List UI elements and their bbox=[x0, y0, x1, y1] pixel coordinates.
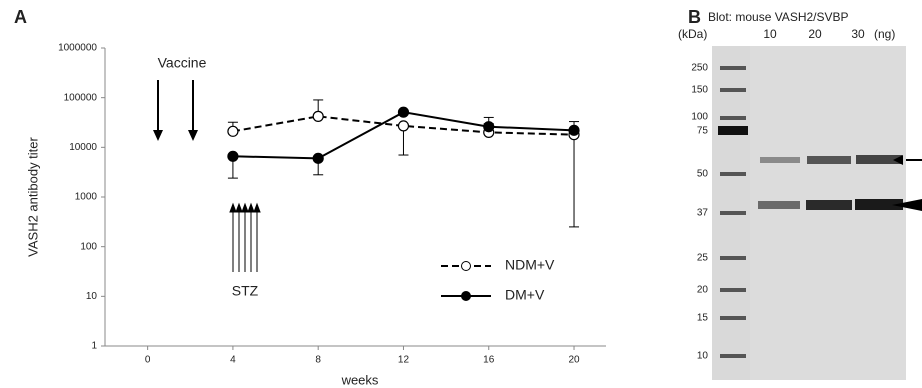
x-tick-label: 12 bbox=[398, 355, 410, 366]
x-tick-label: 8 bbox=[315, 355, 321, 366]
marker-label: 50 bbox=[697, 169, 709, 180]
figure: A B VASH2 antibody titer weeks Vaccine S… bbox=[0, 0, 922, 388]
point bbox=[569, 125, 579, 135]
point bbox=[228, 151, 238, 161]
annotation: Vaccine bbox=[158, 55, 207, 71]
annotation: STZ bbox=[232, 283, 259, 299]
marker-label: 250 bbox=[691, 63, 708, 74]
x-tick-label: 0 bbox=[145, 355, 151, 366]
page: A B VASH2 antibody titer weeks Vaccine S… bbox=[0, 0, 922, 388]
legend-label: DM+V bbox=[505, 287, 545, 303]
marker-label: 15 bbox=[697, 313, 709, 324]
marker-label: 37 bbox=[697, 208, 709, 219]
legend-marker bbox=[462, 262, 471, 271]
vaccine-arrows bbox=[153, 80, 198, 141]
legend-marker bbox=[462, 292, 471, 301]
marker-label: 100 bbox=[691, 112, 708, 123]
x-tick-label: 4 bbox=[230, 355, 236, 366]
x-tick-label: 16 bbox=[483, 355, 495, 366]
blot-title: Blot: mouse VASH2/SVBP bbox=[708, 10, 849, 24]
panel-label: A bbox=[14, 7, 27, 27]
marker-label: 75 bbox=[697, 126, 709, 137]
y-tick-label: 1 bbox=[91, 341, 97, 352]
marker-label: 20 bbox=[697, 285, 709, 296]
x-tick-label: 20 bbox=[568, 355, 580, 366]
point bbox=[313, 111, 323, 121]
marker-label: 25 bbox=[697, 253, 709, 264]
x-axis-label: weeks bbox=[341, 372, 379, 387]
y-axis-label: VASH2 antibody titer bbox=[25, 136, 40, 256]
point bbox=[228, 126, 238, 136]
panel-label: B bbox=[688, 7, 701, 27]
y-tick-label: 100000 bbox=[64, 92, 98, 103]
point bbox=[313, 153, 323, 163]
lane-label: 20 bbox=[808, 27, 822, 41]
y-tick-label: 100 bbox=[80, 241, 97, 252]
lane-label: 30 bbox=[851, 27, 865, 41]
y-tick-label: 10 bbox=[86, 291, 98, 302]
marker-label: 150 bbox=[691, 85, 708, 96]
marker-labels: 250 150 100 75 50 37 25 20 15 10 bbox=[691, 63, 708, 362]
point bbox=[398, 121, 408, 131]
marker-label: 10 bbox=[697, 351, 709, 362]
y-tick-label: 1000000 bbox=[58, 43, 97, 54]
stz-arrows bbox=[230, 204, 260, 272]
blot-unit: (kDa) bbox=[678, 27, 707, 41]
y-tick-label: 10000 bbox=[69, 142, 97, 153]
lane-unit: (ng) bbox=[874, 27, 895, 41]
lane-label: 10 bbox=[763, 27, 777, 41]
point bbox=[484, 122, 494, 132]
point bbox=[398, 107, 408, 117]
blot-image bbox=[712, 46, 922, 380]
y-tick-label: 1000 bbox=[75, 192, 98, 203]
legend-label: NDM+V bbox=[505, 257, 555, 273]
